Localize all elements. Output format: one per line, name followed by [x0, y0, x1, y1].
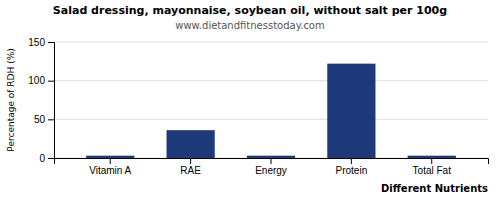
x-axis-line — [55, 159, 489, 165]
x-axis-title: Different Nutrients — [381, 183, 488, 194]
x-tick: Vitamin A — [89, 158, 131, 176]
grid-line — [54, 119, 488, 120]
y-tick: 100 — [28, 75, 54, 86]
y-tick-label: 0 — [39, 153, 45, 164]
y-tick-label: 150 — [28, 37, 45, 48]
bar — [86, 156, 134, 158]
x-tick-mark — [190, 158, 191, 164]
x-tick-label: Total Fat — [413, 165, 452, 176]
x-tick-label: Protein — [336, 165, 368, 176]
y-axis-title: Percentage of RDH (%) — [6, 48, 16, 151]
x-tick-mark — [271, 158, 272, 164]
y-tick: 150 — [28, 37, 54, 48]
bar — [247, 156, 295, 158]
x-tick: Total Fat — [413, 158, 452, 176]
x-tick-label: RAE — [180, 165, 201, 176]
x-tick: RAE — [180, 158, 201, 176]
y-tick-label: 100 — [28, 75, 45, 86]
x-axis: Vitamin A RAE Energy Protein Total Fat — [55, 158, 489, 176]
bars — [86, 64, 456, 158]
bar — [408, 156, 456, 158]
x-tick: Energy — [255, 158, 287, 176]
y-tick-mark — [48, 158, 54, 159]
x-tick-label: Vitamin A — [89, 165, 131, 176]
x-tick: Protein — [336, 158, 368, 176]
y-tick: 0 — [39, 153, 54, 164]
bar — [327, 64, 375, 158]
chart: Salad dressing, mayonnaise, soybean oil,… — [0, 0, 500, 200]
y-axis: 0 50 100 150 — [28, 37, 54, 164]
grid-line — [54, 42, 488, 43]
plot: 0 50 100 150 Vitamin A RAE Energy Protein Total … — [28, 37, 488, 176]
x-tick-mark — [110, 158, 111, 164]
y-axis-line — [48, 43, 55, 159]
y-tick-mark — [48, 81, 54, 82]
bar — [167, 130, 215, 158]
x-tick-mark — [431, 158, 432, 164]
subtitle: www.dietandfitnesstoday.com — [175, 20, 324, 31]
x-tick-label: Energy — [255, 165, 287, 176]
x-tick-mark — [351, 158, 352, 164]
grid — [54, 42, 488, 158]
y-tick-mark — [48, 119, 54, 120]
grid-line — [54, 80, 488, 81]
y-tick-label: 50 — [34, 114, 46, 125]
y-tick-mark — [48, 42, 54, 43]
title: Salad dressing, mayonnaise, soybean oil,… — [53, 4, 447, 17]
y-tick: 50 — [34, 114, 54, 125]
